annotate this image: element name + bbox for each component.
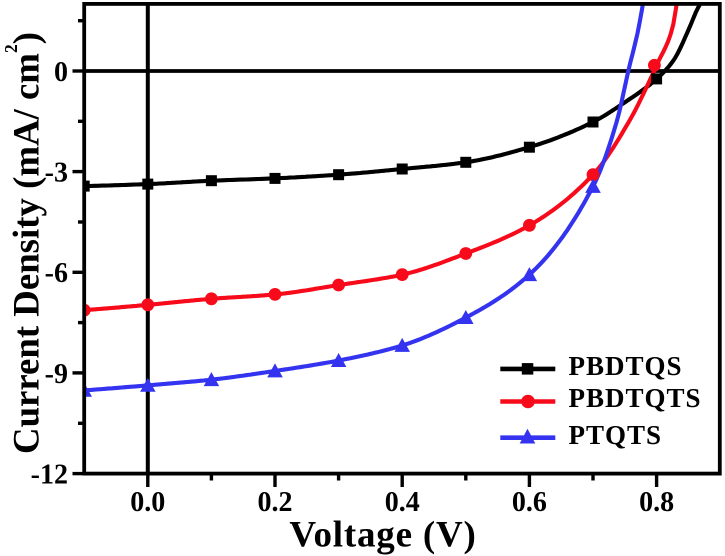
svg-text:0.0: 0.0 bbox=[130, 487, 165, 518]
svg-text:-9: -9 bbox=[45, 359, 68, 390]
svg-text:0: 0 bbox=[54, 57, 68, 88]
svg-text:0.4: 0.4 bbox=[385, 487, 420, 518]
svg-text:-12: -12 bbox=[31, 459, 68, 490]
svg-text:PBDTQS: PBDTQS bbox=[569, 351, 683, 381]
svg-text:-6: -6 bbox=[45, 258, 68, 289]
svg-text:0.6: 0.6 bbox=[512, 487, 547, 518]
svg-text:-3: -3 bbox=[45, 157, 68, 188]
svg-text:Current Density (mA/ cm2): Current Density (mA/ cm2) bbox=[1, 32, 46, 454]
svg-text:PTQTS: PTQTS bbox=[569, 420, 663, 450]
svg-text:PBDTQTS: PBDTQTS bbox=[569, 383, 702, 413]
svg-text:Voltage (V): Voltage (V) bbox=[289, 515, 476, 556]
svg-text:0.2: 0.2 bbox=[258, 487, 293, 518]
svg-text:0.8: 0.8 bbox=[639, 487, 674, 518]
